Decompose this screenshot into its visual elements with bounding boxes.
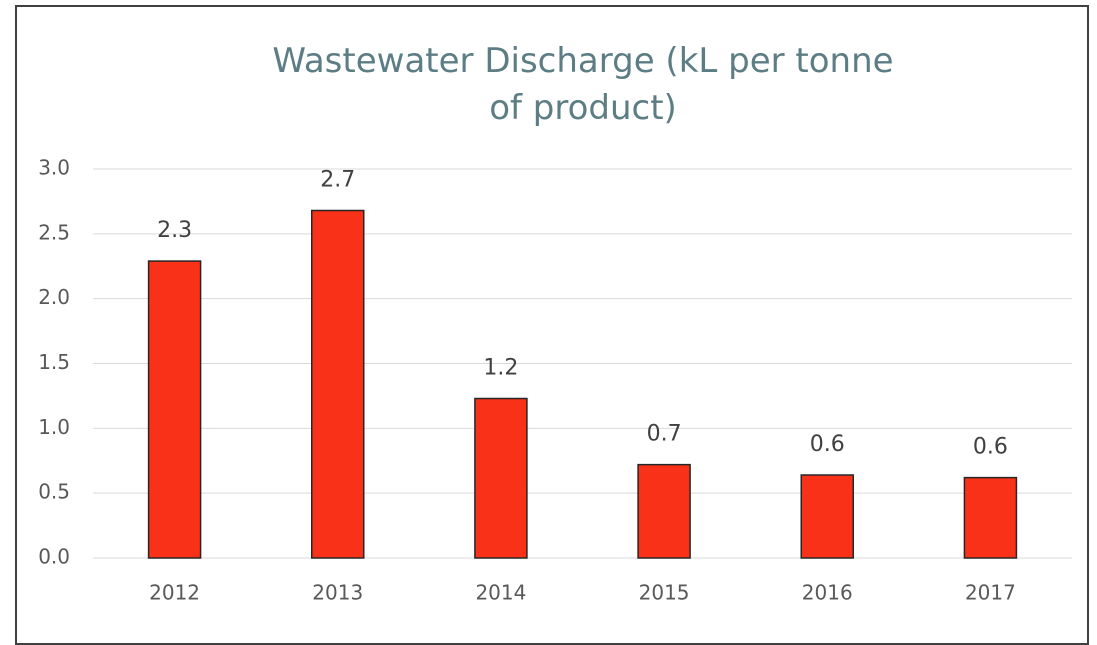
page: 0.0 0.5 1.0 1.5 2.0 2.5 3.0 2012 2.3 2013 2.7 2014 1… <box>15 5 1089 645</box>
x-tick-label: 2014 <box>475 581 526 605</box>
y-tick-label: 0.5 <box>38 480 70 504</box>
y-tick-label: 3.0 <box>38 156 70 180</box>
bar <box>637 463 691 559</box>
x-tick-label: 2015 <box>639 581 690 605</box>
x-tick-label: 2013 <box>312 581 363 605</box>
y-tick-label: 0.0 <box>38 545 70 569</box>
x-tick-label: 2012 <box>149 581 200 605</box>
data-label: 0.6 <box>810 432 845 457</box>
bar <box>147 260 202 559</box>
bar <box>963 476 1018 559</box>
data-label: 0.6 <box>973 435 1008 460</box>
bar <box>474 397 528 559</box>
data-label: 2.3 <box>157 218 192 243</box>
y-tick-label: 2.5 <box>38 220 70 244</box>
bar <box>800 474 854 559</box>
chart: 0.0 0.5 1.0 1.5 2.0 2.5 3.0 2012 2.3 2013 2.7 2014 1… <box>38 156 1072 605</box>
data-label: 2.7 <box>320 167 355 192</box>
x-tick-label: 2016 <box>802 581 853 605</box>
y-tick-label: 1.0 <box>38 415 70 439</box>
data-label: 1.2 <box>483 356 518 381</box>
x-tick-label: 2017 <box>965 581 1016 605</box>
bar <box>311 209 365 559</box>
y-tick-label: 2.0 <box>38 285 70 309</box>
data-label: 0.7 <box>647 422 682 447</box>
chart-title: Wastewater Discharge (kL per tonne of pr… <box>272 41 894 128</box>
y-tick-label: 1.5 <box>38 350 70 374</box>
